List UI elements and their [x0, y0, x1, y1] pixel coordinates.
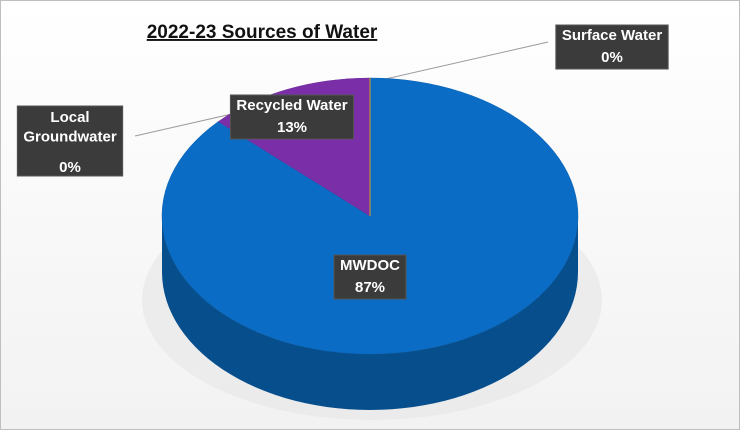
data-label-box: [333, 254, 407, 300]
data-label-name-line: Local: [50, 109, 89, 126]
data-label-value: 87%: [355, 279, 385, 296]
data-label-name: MWDOC: [340, 257, 400, 274]
chart-title: 2022-23 Sources of Water: [147, 22, 378, 43]
data-label-name: Recycled Water: [236, 97, 347, 114]
data-label-box: [16, 105, 124, 177]
data-label-box: [229, 94, 355, 140]
slice-side: [162, 216, 578, 410]
data-label-box: [555, 24, 669, 70]
data-label-name: Local Groundwater: [23, 109, 117, 146]
data-label-value: 13%: [277, 119, 307, 136]
data-label-name: Surface Water: [562, 27, 662, 44]
slice: [161, 77, 579, 355]
data-label-value: 0%: [59, 159, 81, 176]
labels: MWDOC 87% Recycled Water 13% Surface Water 0%…: [16, 24, 669, 300]
data-label-name-line: Groundwater: [23, 128, 117, 145]
data-label-value: 0%: [601, 49, 623, 66]
pie: [161, 77, 579, 410]
